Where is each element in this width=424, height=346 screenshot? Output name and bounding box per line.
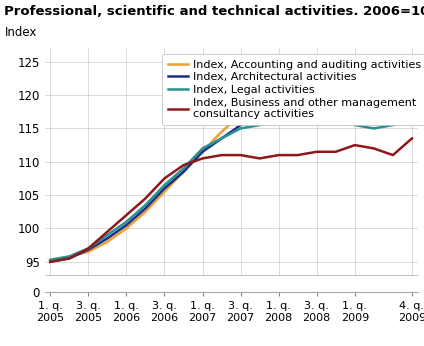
- Index, Legal activities: [200, 146, 205, 151]
- Index, Business and other management
consultancy activities: [371, 146, 377, 151]
- Index, Architectural activities: [352, 110, 357, 114]
- Index, Legal activities: [86, 246, 91, 251]
- Index, Accounting and auditing activities: [391, 86, 396, 91]
- Line: Index, Accounting and auditing activities: Index, Accounting and auditing activitie…: [50, 79, 412, 261]
- Index, Legal activities: [162, 183, 167, 187]
- Index, Business and other management
consultancy activities: [391, 153, 396, 157]
- Index, Business and other management
consultancy activities: [314, 150, 319, 154]
- Index, Legal activities: [295, 116, 300, 120]
- Text: Index: Index: [6, 26, 38, 39]
- Index, Accounting and auditing activities: [410, 76, 415, 81]
- Index, Legal activities: [181, 166, 186, 171]
- Text: Professional, scientific and technical activities. 2006=100: Professional, scientific and technical a…: [4, 5, 424, 18]
- Index, Accounting and auditing activities: [352, 96, 357, 100]
- Index, Accounting and auditing activities: [257, 103, 262, 107]
- Index, Architectural activities: [371, 113, 377, 117]
- Index, Business and other management
consultancy activities: [276, 153, 281, 157]
- Index, Legal activities: [371, 126, 377, 130]
- Index, Architectural activities: [143, 206, 148, 210]
- Index, Business and other management
consultancy activities: [162, 176, 167, 181]
- Index, Architectural activities: [105, 236, 110, 240]
- Index, Accounting and auditing activities: [200, 150, 205, 154]
- Line: Index, Business and other management
consultancy activities: Index, Business and other management con…: [50, 138, 412, 262]
- Index, Legal activities: [219, 136, 224, 140]
- Index, Business and other management
consultancy activities: [181, 163, 186, 167]
- Index, Business and other management
consultancy activities: [238, 153, 243, 157]
- Index, Accounting and auditing activities: [124, 226, 129, 230]
- Index, Legal activities: [276, 120, 281, 124]
- Index, Accounting and auditing activities: [276, 96, 281, 100]
- Index, Legal activities: [314, 116, 319, 120]
- Index, Accounting and auditing activities: [314, 86, 319, 91]
- Index, Architectural activities: [219, 136, 224, 140]
- Index, Legal activities: [143, 203, 148, 207]
- Index, Architectural activities: [314, 103, 319, 107]
- Index, Accounting and auditing activities: [86, 250, 91, 254]
- Index, Architectural activities: [295, 106, 300, 110]
- Index, Business and other management
consultancy activities: [67, 256, 72, 261]
- Index, Business and other management
consultancy activities: [105, 230, 110, 234]
- Index, Business and other management
consultancy activities: [295, 153, 300, 157]
- Index, Accounting and auditing activities: [371, 96, 377, 100]
- Index, Business and other management
consultancy activities: [124, 213, 129, 217]
- Index, Legal activities: [257, 123, 262, 127]
- Index, Business and other management
consultancy activities: [143, 196, 148, 200]
- Index, Accounting and auditing activities: [105, 240, 110, 244]
- Index, Legal activities: [333, 116, 338, 120]
- Index, Business and other management
consultancy activities: [410, 136, 415, 140]
- Legend: Index, Accounting and auditing activities, Index, Architectural activities, Inde: Index, Accounting and auditing activitie…: [162, 54, 424, 125]
- Index, Architectural activities: [391, 110, 396, 114]
- Index, Architectural activities: [200, 150, 205, 154]
- Index, Legal activities: [67, 254, 72, 258]
- Index, Accounting and auditing activities: [67, 254, 72, 258]
- Index, Business and other management
consultancy activities: [352, 143, 357, 147]
- Line: Index, Legal activities: Index, Legal activities: [50, 118, 412, 260]
- Index, Architectural activities: [410, 103, 415, 107]
- Index, Legal activities: [124, 220, 129, 224]
- Index, Legal activities: [238, 126, 243, 130]
- Index, Accounting and auditing activities: [143, 210, 148, 214]
- Index, Architectural activities: [276, 110, 281, 114]
- Index, Accounting and auditing activities: [295, 90, 300, 94]
- Index, Legal activities: [47, 258, 53, 262]
- Index, Architectural activities: [238, 123, 243, 127]
- Index, Legal activities: [105, 233, 110, 237]
- Index, Business and other management
consultancy activities: [200, 156, 205, 161]
- Index, Architectural activities: [181, 170, 186, 174]
- Index, Business and other management
consultancy activities: [47, 260, 53, 264]
- Index, Accounting and auditing activities: [238, 113, 243, 117]
- Index, Business and other management
consultancy activities: [219, 153, 224, 157]
- Index, Business and other management
consultancy activities: [257, 156, 262, 161]
- Index, Architectural activities: [67, 256, 72, 261]
- Index, Architectural activities: [162, 186, 167, 191]
- Index, Accounting and auditing activities: [333, 83, 338, 87]
- Index, Legal activities: [352, 123, 357, 127]
- Index, Business and other management
consultancy activities: [333, 150, 338, 154]
- Index, Business and other management
consultancy activities: [86, 246, 91, 251]
- Index, Legal activities: [391, 123, 396, 127]
- Line: Index, Architectural activities: Index, Architectural activities: [50, 105, 412, 262]
- Index, Architectural activities: [47, 260, 53, 264]
- Index, Architectural activities: [86, 248, 91, 252]
- Index, Accounting and auditing activities: [219, 130, 224, 134]
- Index, Architectural activities: [257, 116, 262, 120]
- Index, Accounting and auditing activities: [162, 190, 167, 194]
- Index, Legal activities: [410, 116, 415, 120]
- Index, Accounting and auditing activities: [181, 170, 186, 174]
- Index, Architectural activities: [333, 103, 338, 107]
- Index, Architectural activities: [124, 223, 129, 227]
- Index, Accounting and auditing activities: [47, 258, 53, 263]
